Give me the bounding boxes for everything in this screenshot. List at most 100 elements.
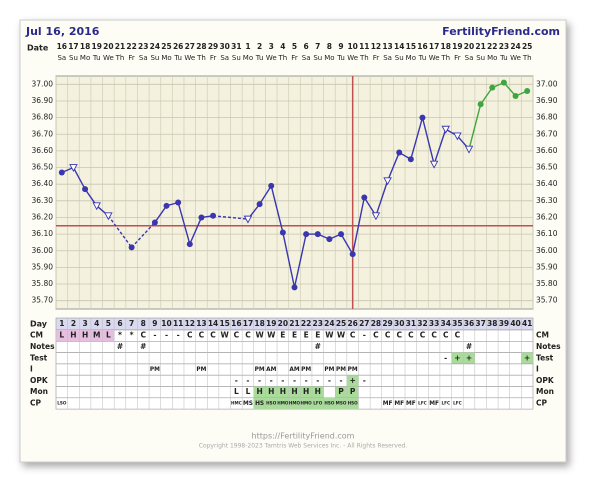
cell-text: *: [130, 331, 134, 340]
weekday-label: Tu: [499, 54, 508, 62]
day-number: 32: [417, 319, 427, 328]
date-label: 11: [359, 42, 369, 51]
temp-point: [268, 182, 275, 189]
cell-fill: [265, 397, 278, 410]
cell-text: E: [315, 331, 320, 340]
temp-segment: [131, 221, 156, 248]
temp-segment: [351, 197, 365, 255]
cell-text: HMC: [231, 400, 242, 405]
weekday-label: We: [429, 54, 440, 62]
date-label: 24: [150, 42, 160, 51]
row-label: CM: [30, 331, 43, 340]
weekday-label: Mo: [243, 54, 253, 62]
row-label: Mon: [30, 387, 48, 396]
cell-text: P: [350, 387, 356, 396]
cell-text: LFC: [418, 400, 427, 405]
date-label: 14: [394, 42, 404, 51]
temp-segment: [468, 104, 482, 150]
cell-text: L: [59, 331, 64, 340]
temp-segment: [154, 205, 168, 223]
y-tick-label: 36.20: [536, 212, 558, 221]
temp-point: [361, 194, 368, 201]
date-label: 17: [429, 42, 439, 51]
row-label: CM: [536, 331, 549, 340]
temp-segment: [107, 215, 133, 248]
y-tick-label: 36.50: [536, 163, 558, 172]
cell-text: HSO: [324, 400, 335, 405]
temp-point: [489, 84, 496, 91]
weekday-label: Th: [196, 54, 206, 62]
date-label: 30: [219, 42, 229, 51]
temp-point: [303, 231, 310, 238]
cell-fill: [265, 386, 278, 398]
weekday-label: Fr: [373, 54, 380, 62]
y-tick-label: 36.00: [32, 246, 54, 255]
temp-point: [175, 199, 182, 206]
y-tick-label: 36.80: [536, 113, 558, 122]
cell-fill: [521, 352, 533, 364]
cell-text: PM: [324, 367, 334, 373]
weekday-label: Sa: [220, 54, 229, 62]
cell-text: C: [408, 331, 414, 340]
day-number: 1: [59, 319, 64, 328]
temp-segment: [177, 202, 191, 245]
cell-fill: [288, 397, 301, 410]
cell-text: PM: [255, 367, 265, 373]
cell-text: #: [315, 342, 321, 351]
weekday-label: Su: [232, 54, 241, 62]
cell-text: C: [234, 331, 240, 340]
weekday-label: Tu: [92, 54, 101, 62]
row-label: Notes: [536, 342, 561, 351]
date-label: 7: [315, 42, 320, 51]
day-number: 18: [254, 319, 264, 328]
cell-text: H: [280, 387, 286, 396]
row-label: I: [536, 365, 539, 374]
cell-text: -: [316, 376, 319, 385]
cell-text: HMO: [289, 400, 301, 405]
cell-text: L: [106, 331, 111, 340]
footer-url: https://FertilityFriend.com: [252, 432, 355, 441]
row-label: Day: [30, 320, 48, 329]
day-number: 10: [161, 319, 171, 328]
cell-text: C: [396, 331, 402, 340]
y-tick-label: 35.80: [32, 279, 54, 288]
cell-text: LSO: [57, 400, 67, 405]
cell-text: H: [256, 387, 262, 396]
date-label: 20: [464, 42, 474, 51]
cell-text: L: [234, 387, 239, 396]
cell-fill: [335, 397, 347, 410]
table-row: [55, 340, 534, 353]
weekday-label: Tu: [255, 54, 264, 62]
weekday-label: Su: [150, 54, 159, 62]
day-number: 5: [106, 319, 111, 328]
cell-text: -: [328, 376, 331, 385]
day-number: 35: [452, 319, 462, 328]
y-tick-label: 36.90: [32, 96, 54, 105]
day-number: 4: [94, 319, 99, 328]
weekday-label: Fr: [128, 54, 135, 62]
cell-text: C: [431, 331, 437, 340]
temp-segment: [293, 233, 307, 288]
day-number: 11: [173, 319, 183, 328]
day-number: 21: [289, 319, 299, 328]
date-label: 23: [499, 42, 509, 51]
chart-title: Jul 16, 2016: [25, 25, 100, 38]
day-number: 40: [510, 319, 520, 328]
cell-text: -: [246, 376, 249, 385]
day-number: 14: [208, 319, 218, 328]
temp-point: [58, 169, 65, 176]
y-tick-label: 36.60: [32, 146, 54, 155]
temp-point: [524, 87, 531, 94]
y-tick-label: 36.10: [32, 229, 54, 238]
day-number: 38: [487, 319, 497, 328]
cell-text: MF: [406, 401, 416, 407]
y-tick-label: 36.00: [536, 246, 558, 255]
day-number: 34: [441, 319, 451, 328]
date-label: 10: [347, 42, 357, 51]
cell-text: -: [177, 331, 180, 340]
date-label: 5: [292, 42, 297, 51]
row-label: Test: [30, 353, 48, 362]
date-label: 13: [382, 42, 392, 51]
row-label: Test: [536, 353, 554, 362]
temp-point: [279, 229, 286, 236]
